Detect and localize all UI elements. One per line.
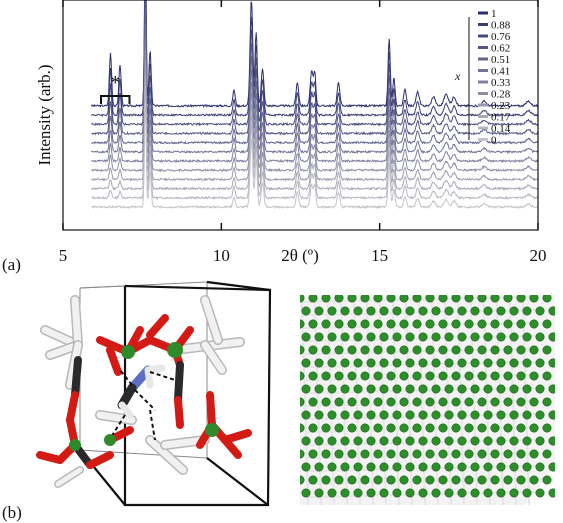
legend-label-0.17: 0.17 — [491, 112, 511, 124]
series-line-0.88 — [91, 0, 538, 118]
chart-legend: x 10.880.760.620.510.410.330.280.230.170… — [454, 8, 511, 147]
asterisk-bracket: * — [100, 72, 131, 104]
x-axis-ticks — [62, 0, 539, 230]
series-line-0.17 — [91, 74, 538, 191]
x-tick-label-15: 15 — [371, 246, 388, 265]
series-line-0 — [91, 102, 538, 210]
lattice-cube — [300, 295, 555, 505]
legend-label-0.62: 0.62 — [491, 43, 510, 55]
series-line-0.23 — [91, 61, 538, 182]
series-line-0.28 — [91, 50, 538, 173]
lattice-nodes — [300, 295, 555, 498]
x-axis-label: 2θ (º) — [281, 246, 319, 265]
legend-label-0.23: 0.23 — [491, 100, 511, 112]
legend-label-0.41: 0.41 — [491, 66, 510, 78]
series-line-1 — [91, 0, 538, 108]
x-tick-label-20: 20 — [530, 246, 547, 265]
series-line-0.33 — [91, 38, 538, 164]
xrd-traces — [91, 0, 538, 210]
x-tick-label-10: 10 — [213, 246, 230, 265]
legend-label-0.28: 0.28 — [491, 89, 511, 101]
series-line-0.76 — [91, 0, 538, 127]
series-line-0.41 — [91, 24, 538, 154]
asterisk-label: * — [110, 72, 120, 94]
legend-label-0.51: 0.51 — [491, 54, 510, 66]
legend-title: x — [454, 69, 461, 83]
unit-cell-model: (b) — [2, 280, 272, 522]
legend-label-0.88: 0.88 — [491, 20, 511, 32]
xrd-chart: 5 10 15 20 2θ (º) Intensity (arb.) * x 10.8… — [2, 0, 547, 274]
x-tick-label-5: 5 — [59, 246, 68, 265]
series-line-0.51 — [91, 8, 538, 145]
plot-frame — [62, 0, 539, 231]
panel-b-label: (b) — [2, 503, 22, 522]
legend-label-0.76: 0.76 — [491, 31, 511, 43]
legend-label-0.14: 0.14 — [491, 123, 511, 135]
series-line-0.62 — [91, 0, 538, 136]
legend-items: 10.880.760.620.510.410.330.280.230.170.1… — [478, 8, 511, 147]
series-line-0.14 — [91, 85, 538, 201]
legend-label-0: 0 — [491, 135, 497, 147]
legend-label-1: 1 — [491, 8, 497, 20]
panel-a-label: (a) — [2, 255, 21, 274]
legend-label-0.33: 0.33 — [491, 77, 511, 89]
y-axis-label: Intensity (arb.) — [35, 64, 54, 165]
x-axis-tick-labels: 5 10 15 20 — [59, 246, 547, 265]
